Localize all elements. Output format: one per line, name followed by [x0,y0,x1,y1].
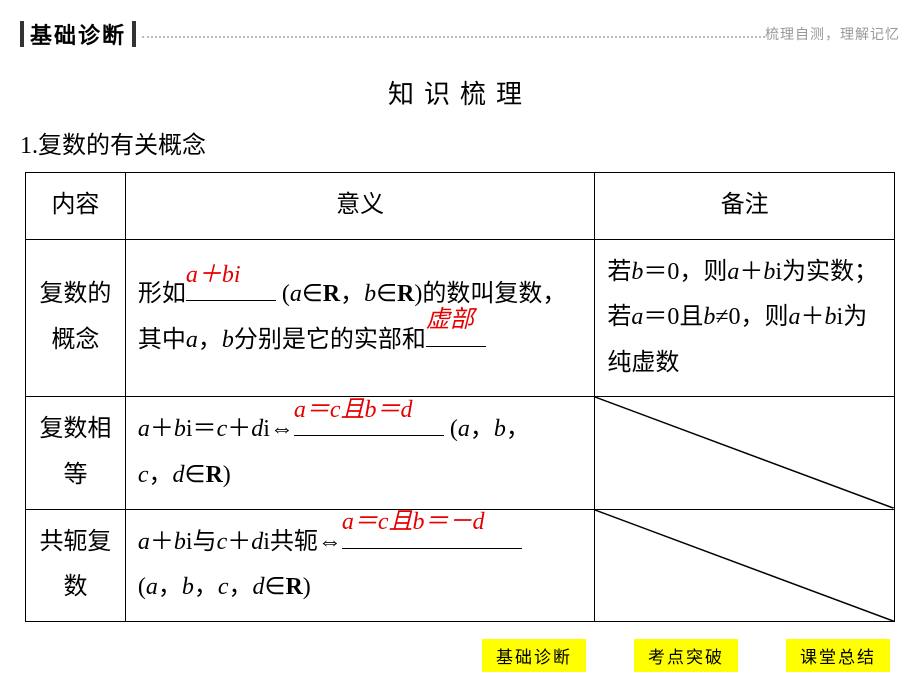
row3-answer: a＝c且b＝－d [342,500,485,546]
row2-meaning: a＋bi＝c＋di⇔a＝c且b＝d (a，b，c，d∈R) [125,397,594,509]
table-row: 复数的概念 形如a＋bi (a∈R，b∈R)的数叫复数，其中a，b分别是它的实部… [26,239,895,397]
th-content: 内容 [26,173,126,240]
row3-note-diag [595,509,895,621]
row2-note-diag [595,397,895,509]
content-table: 内容 意义 备注 复数的概念 形如a＋bi (a∈R，b∈R)的数叫复数，其中a… [25,172,895,622]
header-divider [142,36,765,38]
table-row: 复数相等 a＋bi＝c＋di⇔a＝c且b＝d (a，b，c，d∈R) [26,397,895,509]
header-vbar-right [132,21,136,47]
row1-answer1: a＋bi [186,253,241,299]
row1-answer2: 虚部 [426,298,474,344]
main-title: 知识梳理 [0,74,920,111]
btn-exam-breakthrough[interactable]: 考点突破 [634,639,738,672]
row1-label-text: 复数的概念 [39,281,111,353]
table-header-row: 内容 意义 备注 [26,173,895,240]
header-left: 基础诊断 [20,18,136,50]
header-vbar-left [20,21,24,47]
header-hint: 梳理自测，理解记忆 [765,24,900,44]
footer-buttons: 基础诊断 考点突破 课堂总结 [482,639,890,672]
btn-basic-diagnosis[interactable]: 基础诊断 [482,639,586,672]
row1-pre: 形如 [138,281,186,307]
row2-answer: a＝c且b＝d [294,388,413,434]
row2-label: 复数相等 [26,397,126,509]
table-row: 共轭复数 a＋bi与c＋di共轭⇔a＝c且b＝－d(a，b，c，d∈R) [26,509,895,621]
btn-class-summary[interactable]: 课堂总结 [786,639,890,672]
row1-meaning: 形如a＋bi (a∈R，b∈R)的数叫复数，其中a，b分别是它的实部和虚部 [125,239,594,397]
th-note: 备注 [595,173,895,240]
th-meaning: 意义 [125,173,594,240]
row3-label: 共轭复数 [26,509,126,621]
header-bar: 基础诊断 梳理自测，理解记忆 [0,0,920,60]
row3-label-text: 共轭复数 [39,529,111,601]
section-label: 基础诊断 [30,18,126,50]
row1-label: 复数的概念 [26,239,126,397]
row3-meaning: a＋bi与c＋di共轭⇔a＝c且b＝－d(a，b，c，d∈R) [125,509,594,621]
subtitle: 1.复数的有关概念 [0,125,920,160]
row1-note: 若b＝0，则a＋bi为实数；若a＝0且b≠0，则a＋bi为纯虚数 [595,239,895,397]
row2-label-text: 复数相等 [39,416,111,488]
